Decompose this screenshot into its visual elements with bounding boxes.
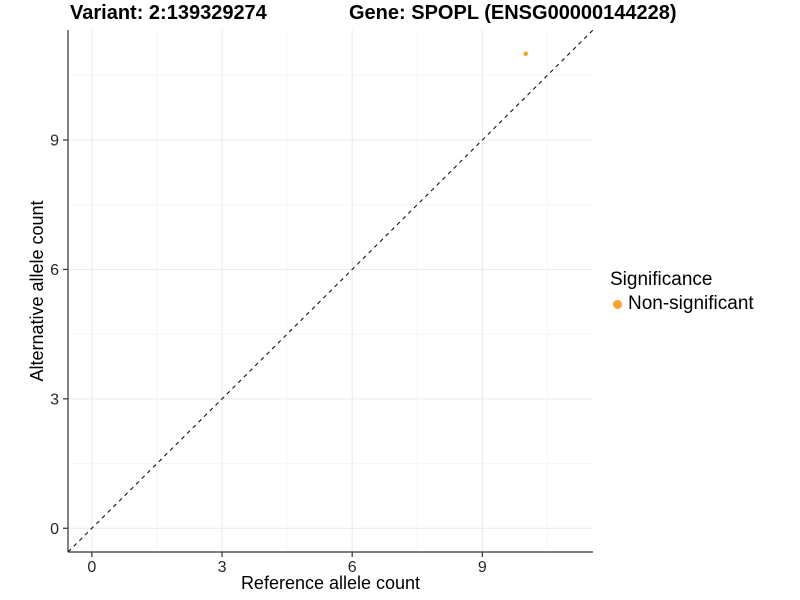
data-point bbox=[523, 51, 529, 57]
x-tick-label: 0 bbox=[87, 559, 96, 576]
plot-title-gene: Gene: SPOPL (ENSG00000144228) bbox=[349, 2, 677, 24]
x-axis-title: Reference allele count bbox=[240, 573, 421, 593]
plot-title-variant: Variant: 2:139329274 bbox=[70, 2, 267, 24]
legend-item-label: Non-significant bbox=[628, 293, 754, 314]
legend-item-non-significant: Non-significant bbox=[609, 293, 754, 315]
identity-dashed-line bbox=[67, 29, 594, 553]
x-tick-label: 3 bbox=[218, 559, 227, 576]
y-tick-label: 6 bbox=[50, 262, 59, 279]
y-axis-title: Alternative allele count bbox=[27, 200, 48, 382]
legend: Significance Non-significant bbox=[609, 269, 754, 315]
y-tick-label: 3 bbox=[50, 391, 59, 408]
y-tick-label: 0 bbox=[50, 521, 59, 538]
x-tick-label: 9 bbox=[478, 559, 487, 576]
y-tick-label: 9 bbox=[50, 133, 59, 150]
legend-point-icon bbox=[613, 299, 622, 309]
legend-title: Significance bbox=[610, 269, 713, 290]
x-tick-label: 6 bbox=[348, 559, 357, 576]
